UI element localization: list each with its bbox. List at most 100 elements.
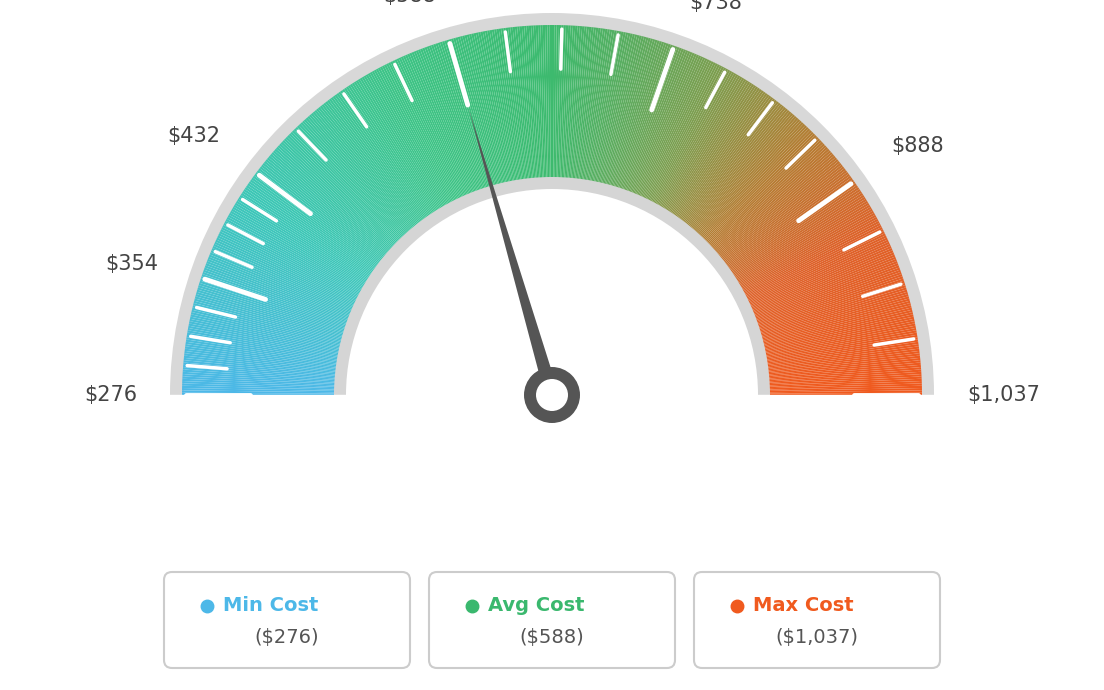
Text: $888: $888 <box>891 135 944 155</box>
Wedge shape <box>439 41 489 195</box>
Wedge shape <box>253 176 383 272</box>
Wedge shape <box>454 38 497 193</box>
Wedge shape <box>737 221 880 297</box>
Wedge shape <box>612 40 660 194</box>
Wedge shape <box>761 358 921 375</box>
Wedge shape <box>191 312 348 349</box>
Wedge shape <box>578 28 601 187</box>
Wedge shape <box>183 369 342 382</box>
Wedge shape <box>652 70 730 211</box>
Wedge shape <box>524 26 538 186</box>
Wedge shape <box>735 215 877 294</box>
Wedge shape <box>756 312 913 349</box>
Wedge shape <box>517 26 533 186</box>
Wedge shape <box>760 337 917 364</box>
Wedge shape <box>661 79 746 216</box>
Wedge shape <box>646 64 720 208</box>
Wedge shape <box>192 305 348 345</box>
Wedge shape <box>226 217 368 295</box>
Wedge shape <box>749 263 899 322</box>
Wedge shape <box>273 150 394 257</box>
Wedge shape <box>757 319 914 353</box>
Wedge shape <box>185 342 344 366</box>
Wedge shape <box>405 55 470 202</box>
Wedge shape <box>442 41 491 195</box>
Wedge shape <box>407 54 471 201</box>
Wedge shape <box>733 206 872 289</box>
Wedge shape <box>182 379 342 387</box>
Wedge shape <box>679 100 777 228</box>
Wedge shape <box>476 32 510 190</box>
Wedge shape <box>208 259 357 319</box>
Wedge shape <box>209 255 358 317</box>
Wedge shape <box>762 388 922 393</box>
Wedge shape <box>659 77 742 215</box>
Wedge shape <box>554 25 559 185</box>
Wedge shape <box>184 351 343 371</box>
Wedge shape <box>709 148 829 256</box>
Wedge shape <box>275 148 395 256</box>
Wedge shape <box>641 60 712 206</box>
Wedge shape <box>676 96 772 226</box>
Circle shape <box>537 379 567 411</box>
Wedge shape <box>311 113 416 236</box>
Wedge shape <box>762 365 921 380</box>
Wedge shape <box>214 241 361 309</box>
Wedge shape <box>424 47 481 198</box>
Wedge shape <box>309 115 415 237</box>
Wedge shape <box>615 41 665 195</box>
Polygon shape <box>469 109 559 397</box>
Wedge shape <box>573 27 592 186</box>
Wedge shape <box>184 348 343 370</box>
Wedge shape <box>732 205 870 288</box>
Wedge shape <box>736 219 879 296</box>
Wedge shape <box>204 265 355 323</box>
Wedge shape <box>747 259 896 319</box>
Wedge shape <box>190 317 347 352</box>
Wedge shape <box>353 81 440 217</box>
Wedge shape <box>656 73 736 213</box>
Wedge shape <box>736 217 878 295</box>
Wedge shape <box>590 31 622 189</box>
Wedge shape <box>431 45 485 197</box>
Wedge shape <box>258 168 386 267</box>
Wedge shape <box>344 88 435 221</box>
Wedge shape <box>183 358 343 375</box>
Wedge shape <box>565 26 577 186</box>
Wedge shape <box>182 391 342 394</box>
Wedge shape <box>433 44 486 196</box>
Wedge shape <box>703 139 820 250</box>
Wedge shape <box>753 287 906 335</box>
Wedge shape <box>374 70 452 211</box>
Wedge shape <box>389 62 460 207</box>
Wedge shape <box>710 150 831 257</box>
Wedge shape <box>762 372 922 383</box>
Wedge shape <box>750 268 900 324</box>
Wedge shape <box>327 100 425 228</box>
Wedge shape <box>195 294 350 339</box>
Wedge shape <box>508 28 529 186</box>
Wedge shape <box>725 187 859 278</box>
Wedge shape <box>609 39 656 193</box>
Wedge shape <box>199 283 352 333</box>
Wedge shape <box>647 66 722 208</box>
Wedge shape <box>403 55 468 203</box>
Wedge shape <box>741 231 884 303</box>
Wedge shape <box>758 324 915 355</box>
Wedge shape <box>203 270 354 325</box>
Wedge shape <box>372 71 450 212</box>
FancyBboxPatch shape <box>429 572 675 668</box>
Wedge shape <box>755 299 910 342</box>
Wedge shape <box>423 48 479 198</box>
Wedge shape <box>170 13 934 395</box>
Wedge shape <box>708 147 828 255</box>
Wedge shape <box>552 25 554 185</box>
Wedge shape <box>485 31 516 188</box>
Wedge shape <box>210 253 358 315</box>
Wedge shape <box>762 379 922 387</box>
Wedge shape <box>414 51 475 200</box>
Wedge shape <box>368 73 448 213</box>
Wedge shape <box>320 106 422 232</box>
Wedge shape <box>446 40 493 194</box>
Wedge shape <box>711 154 835 259</box>
